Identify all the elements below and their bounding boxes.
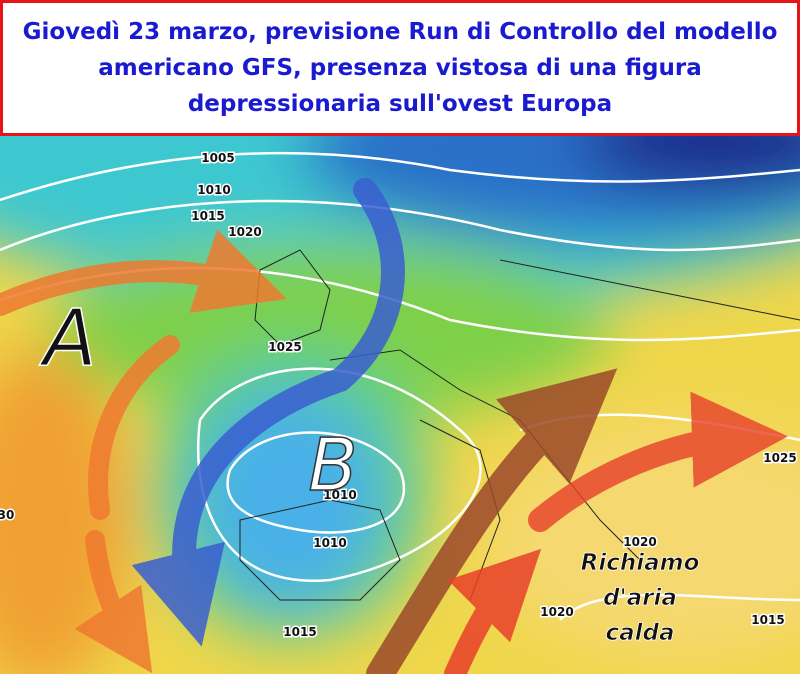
- title-line: americano GFS, presenza vistosa di una f…: [98, 55, 702, 81]
- isobar-label: 1015: [191, 209, 224, 223]
- isobar-label: 1025: [268, 340, 301, 354]
- weather-map: 1005 1010 1015 1020 1025 1010 1010 1015 1020 1020…: [0, 136, 800, 674]
- isobar-label: 1010: [313, 536, 346, 550]
- arrows: [0, 178, 788, 674]
- low-label: B: [308, 423, 357, 507]
- title-line: Giovedì 23 marzo, previsione Run di Cont…: [22, 19, 778, 45]
- isobar-label: 1020: [540, 605, 573, 619]
- annotation-line: calda: [605, 620, 674, 646]
- annotation: Richiamo d'aria calda: [580, 550, 700, 647]
- annotation-line: d'aria: [603, 585, 677, 611]
- isobar-label: 1015: [751, 613, 784, 627]
- isobar-label: 1020: [623, 535, 656, 549]
- high-label: A: [38, 294, 96, 384]
- header: Giovedì 23 marzo, previsione Run di Cont…: [0, 0, 800, 136]
- annotation-line: Richiamo: [581, 550, 700, 576]
- isobar-label: 30: [0, 508, 14, 522]
- isobar-label: 1015: [283, 625, 316, 639]
- isobar-label: 1005: [201, 151, 234, 165]
- isobar-label: 1025: [763, 451, 796, 465]
- isobar-label: 1010: [197, 183, 230, 197]
- isobar-labels: 1005 1010 1015 1020 1025 1010 1010 1015 1020 1020…: [0, 150, 798, 641]
- isobar-label: 1020: [228, 225, 261, 239]
- isobar-label: 1010: [323, 488, 356, 502]
- title-line: depressionaria sull'ovest Europa: [187, 91, 613, 117]
